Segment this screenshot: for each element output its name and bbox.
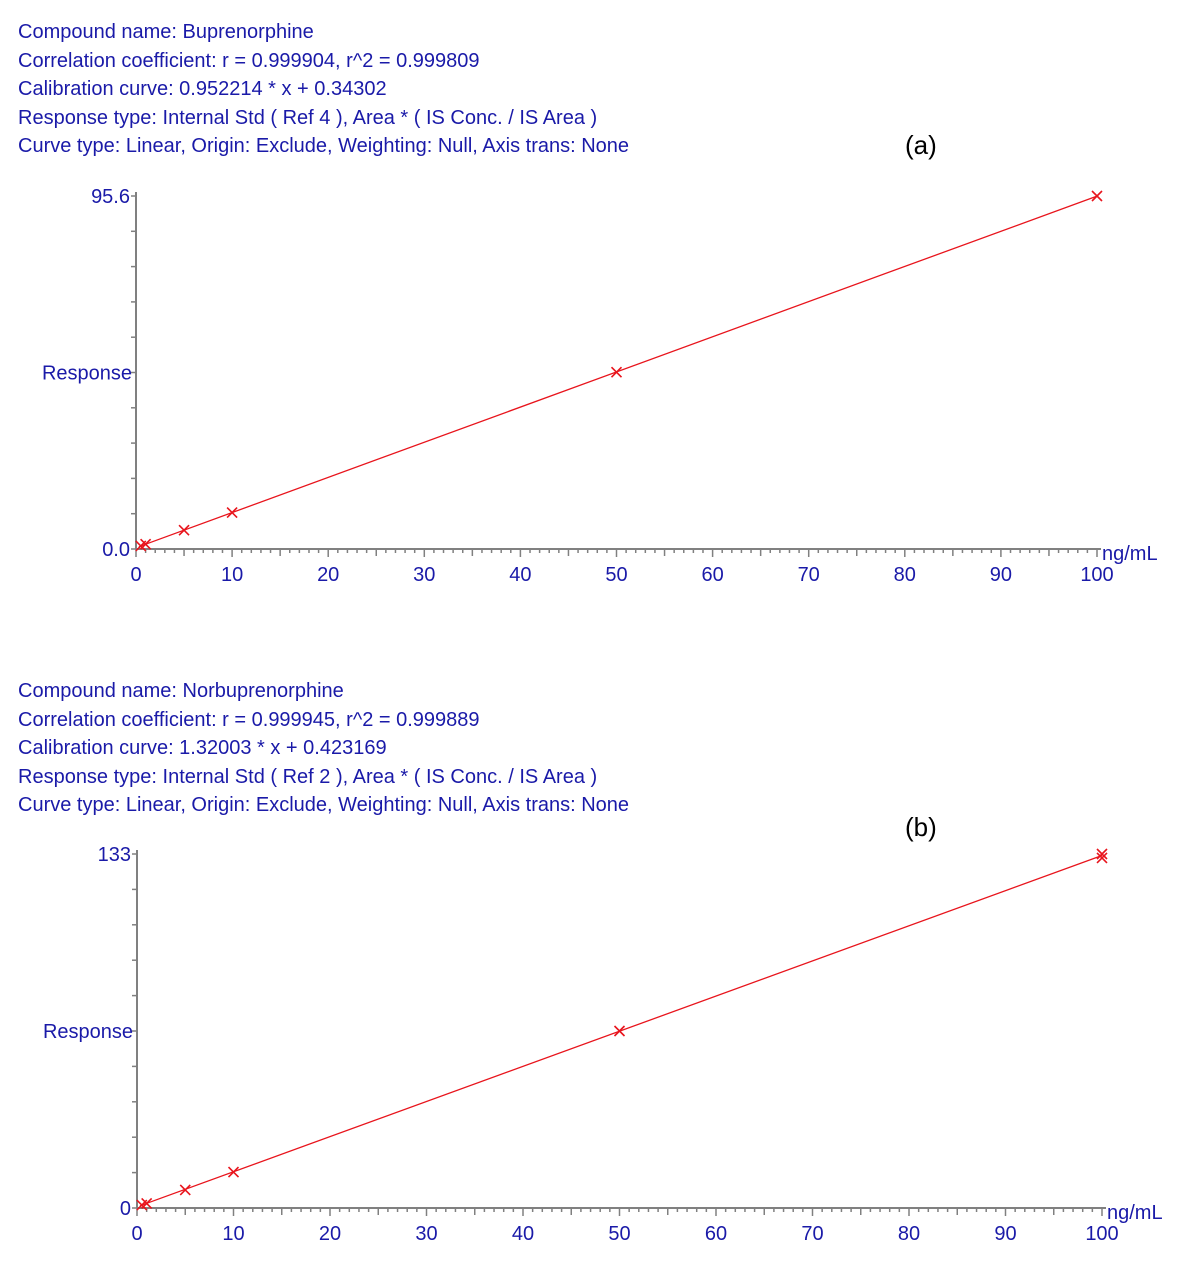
y-axis-label: Response <box>42 363 132 385</box>
x-tick-label: 80 <box>898 1223 920 1245</box>
header-line: Calibration curve: 1.32003 * x + 0.42316… <box>18 737 387 759</box>
x-axis-label: ng/mL <box>1102 543 1158 565</box>
x-tick-label: 60 <box>701 564 723 586</box>
x-tick-label: 90 <box>994 1223 1016 1245</box>
x-tick-label: 20 <box>317 564 339 586</box>
data-point <box>227 1166 240 1178</box>
header-line: Correlation coefficient: r = 0.999945, r… <box>18 708 480 731</box>
data-point <box>1096 848 1108 860</box>
data-point <box>179 1184 191 1196</box>
data-point <box>610 366 623 378</box>
y-tick-label-max: 95.6 <box>91 186 130 208</box>
x-tick-label: 50 <box>605 564 627 586</box>
panel-label-b: (b) <box>905 812 937 842</box>
x-tick-label: 0 <box>131 1223 142 1245</box>
x-tick-label: 0 <box>130 564 141 586</box>
header-line: Response type: Internal Std ( Ref 2 ), A… <box>18 765 598 788</box>
x-tick-label: 80 <box>894 564 916 586</box>
header-line: Response type: Internal Std ( Ref 4 ), A… <box>18 106 598 129</box>
header-line: Compound name: Buprenorphine <box>18 21 314 43</box>
header-line: Compound name: Norbuprenorphine <box>18 680 344 702</box>
y-tick-label-min: 0.0 <box>102 539 130 561</box>
data-point <box>1091 190 1103 202</box>
x-tick-label: 50 <box>608 1223 630 1245</box>
y-axis-label: Response <box>43 1021 133 1043</box>
x-tick-label: 100 <box>1080 564 1113 586</box>
data-point <box>140 538 152 550</box>
header-line: Correlation coefficient: r = 0.999904, r… <box>18 49 480 72</box>
header-line: Curve type: Linear, Origin: Exclude, Wei… <box>18 794 630 816</box>
x-tick-label: 40 <box>512 1223 534 1245</box>
x-tick-label: 60 <box>705 1223 727 1245</box>
data-point <box>613 1025 626 1037</box>
x-tick-label: 10 <box>222 1223 244 1245</box>
x-tick-label: 30 <box>415 1223 437 1245</box>
header-a: Compound name: Buprenorphine Correlation… <box>18 18 629 161</box>
x-tick-label: 70 <box>798 564 820 586</box>
data-point <box>141 1197 153 1210</box>
y-tick-label-min: 0 <box>120 1198 131 1220</box>
x-axis-label: ng/mL <box>1107 1202 1163 1224</box>
x-tick-label: 20 <box>319 1223 341 1245</box>
x-tick-label: 40 <box>509 564 531 586</box>
header-line: Curve type: Linear, Origin: Exclude, Wei… <box>18 135 630 157</box>
data-point <box>226 506 238 519</box>
header-line: Calibration curve: 0.952214 * x + 0.3430… <box>18 78 387 100</box>
x-tick-label: 10 <box>221 564 243 586</box>
header-b: Compound name: Norbuprenorphine Correlat… <box>18 677 629 820</box>
x-tick-label: 70 <box>801 1223 823 1245</box>
data-point <box>178 524 190 536</box>
panel-label-a: (a) <box>905 130 937 160</box>
x-tick-label: 90 <box>990 564 1012 586</box>
data-point <box>1096 852 1108 864</box>
y-tick-label-max: 133 <box>98 844 131 866</box>
x-tick-label: 100 <box>1085 1223 1118 1245</box>
x-tick-label: 30 <box>413 564 435 586</box>
